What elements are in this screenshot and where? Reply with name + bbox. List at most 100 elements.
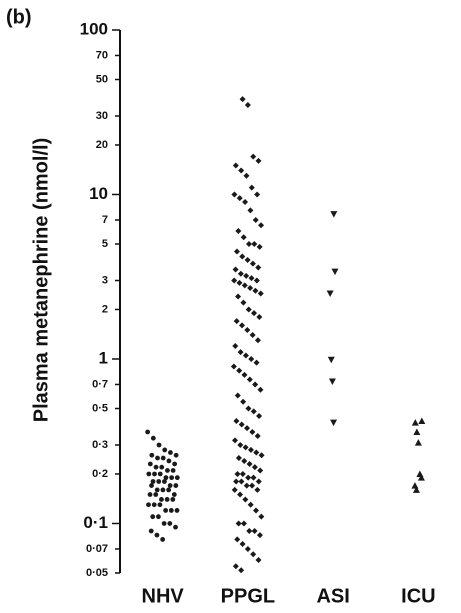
data-point <box>162 447 168 453</box>
data-point <box>251 310 258 317</box>
data-point <box>418 417 426 424</box>
data-point <box>237 270 244 277</box>
data-point <box>252 381 259 388</box>
data-point <box>168 450 173 455</box>
data-point <box>247 285 254 292</box>
data-point <box>236 367 243 374</box>
data-point <box>248 275 255 282</box>
data-point <box>244 101 251 108</box>
data-point <box>256 313 263 320</box>
data-point <box>156 514 161 520</box>
data-point <box>251 464 258 471</box>
data-point <box>330 211 338 218</box>
data-point <box>240 520 247 527</box>
data-point <box>238 322 245 329</box>
data-point <box>412 486 420 493</box>
data-point <box>242 496 249 503</box>
data-point <box>238 478 245 485</box>
data-point <box>235 227 242 234</box>
data-point <box>242 352 249 359</box>
data-point <box>168 508 174 513</box>
data-point <box>257 386 264 393</box>
data-point <box>240 398 247 405</box>
data-point <box>236 195 243 202</box>
data-point <box>150 435 156 441</box>
data-point <box>145 429 151 435</box>
y-tick-label: 20 <box>96 139 108 151</box>
data-point <box>244 545 251 552</box>
data-point <box>160 537 166 542</box>
data-point <box>255 264 262 271</box>
data-point <box>254 191 261 198</box>
data-point <box>246 460 253 467</box>
data-point <box>241 371 248 378</box>
data-point <box>243 272 250 279</box>
data-point <box>258 222 265 229</box>
data-point <box>231 486 238 493</box>
data-point <box>250 551 257 558</box>
data-point <box>247 501 254 508</box>
data-point <box>243 482 250 489</box>
data-point <box>247 446 254 453</box>
data-point <box>250 474 257 481</box>
data-point <box>148 528 154 534</box>
data-point <box>163 508 169 513</box>
data-point <box>156 479 162 484</box>
data-point <box>253 449 260 456</box>
data-point <box>253 359 260 366</box>
data-point <box>237 441 244 448</box>
data-point <box>155 455 160 461</box>
data-point <box>239 96 246 103</box>
data-point <box>257 290 264 297</box>
y-tick-label: 0·07 <box>86 543 108 555</box>
data-point <box>241 457 248 464</box>
data-point <box>232 342 239 349</box>
data-point <box>330 419 338 427</box>
data-point <box>327 356 335 364</box>
data-point <box>245 306 252 313</box>
data-point <box>237 491 244 498</box>
data-point <box>254 486 261 493</box>
data-point <box>174 508 180 513</box>
data-point <box>233 417 240 424</box>
data-point <box>244 425 251 432</box>
data-point <box>231 277 238 284</box>
data-point <box>252 287 259 294</box>
x-tick-label: ASI <box>316 585 349 607</box>
data-point <box>167 483 173 488</box>
data-point <box>242 444 249 451</box>
y-tick-label: 10 <box>89 184 108 203</box>
data-point <box>150 514 156 520</box>
data-point <box>254 433 261 440</box>
data-point <box>255 157 262 164</box>
data-point <box>150 479 156 484</box>
data-point <box>248 355 255 362</box>
data-point <box>236 279 243 286</box>
y-tick-label: 50 <box>96 73 108 85</box>
data-point <box>157 502 163 508</box>
data-point <box>256 532 263 539</box>
data-point <box>173 483 179 488</box>
data-point <box>245 241 252 248</box>
y-tick-label: 100 <box>80 19 108 38</box>
data-point <box>240 234 247 241</box>
data-point <box>153 464 159 470</box>
data-point <box>164 497 170 502</box>
data-point <box>244 327 251 334</box>
data-point <box>239 253 246 260</box>
data-point <box>151 502 157 508</box>
data-point <box>166 458 172 464</box>
data-point <box>245 474 252 481</box>
data-point <box>154 532 160 538</box>
data-point <box>233 248 240 255</box>
data-point <box>230 363 237 370</box>
data-point <box>257 467 264 474</box>
y-tick-label: 0·3 <box>92 439 108 451</box>
data-point <box>233 318 240 325</box>
data-point <box>146 471 152 477</box>
x-tick-label: NHV <box>142 585 185 607</box>
data-point <box>157 471 163 477</box>
data-point <box>170 497 176 502</box>
data-point <box>160 455 166 461</box>
